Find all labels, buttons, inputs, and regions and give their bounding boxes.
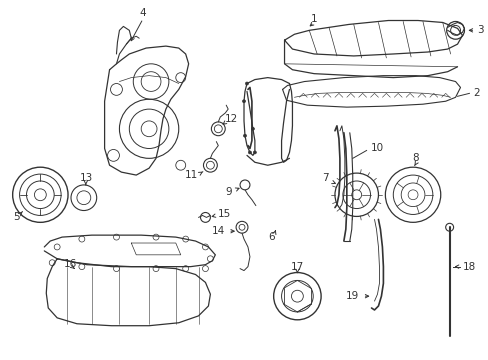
Text: 6: 6	[268, 232, 274, 242]
Text: 18: 18	[462, 262, 475, 272]
Circle shape	[251, 127, 254, 130]
Circle shape	[253, 151, 256, 154]
Text: 5: 5	[13, 212, 20, 222]
Text: 2: 2	[472, 88, 479, 98]
Circle shape	[243, 134, 246, 137]
Text: 19: 19	[345, 291, 358, 301]
Text: 4: 4	[140, 8, 146, 18]
Text: 15: 15	[218, 210, 231, 220]
Text: 14: 14	[211, 226, 225, 236]
Text: 10: 10	[370, 144, 383, 153]
Text: 8: 8	[412, 153, 419, 163]
Text: 9: 9	[225, 187, 232, 197]
Text: 13: 13	[80, 173, 93, 183]
Circle shape	[245, 82, 248, 85]
Text: 17: 17	[290, 262, 304, 272]
Text: 3: 3	[476, 25, 483, 35]
Text: 16: 16	[63, 259, 77, 269]
Text: 11: 11	[185, 170, 198, 180]
Text: 12: 12	[225, 114, 238, 124]
Circle shape	[248, 151, 251, 154]
Text: 7: 7	[322, 173, 328, 183]
Circle shape	[242, 100, 245, 103]
Text: 1: 1	[310, 14, 317, 23]
